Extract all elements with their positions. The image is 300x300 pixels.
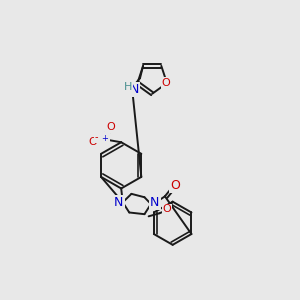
Text: O: O [170,179,180,192]
Text: N: N [130,83,139,96]
Text: H: H [124,82,133,92]
Text: +: + [101,134,108,143]
Text: O: O [163,204,172,214]
Text: O: O [162,78,170,88]
Text: N: N [150,196,160,209]
Text: -: - [95,132,98,142]
Text: O: O [88,137,97,147]
Text: N: N [100,133,109,146]
Text: N: N [114,196,124,209]
Text: O: O [106,122,115,132]
